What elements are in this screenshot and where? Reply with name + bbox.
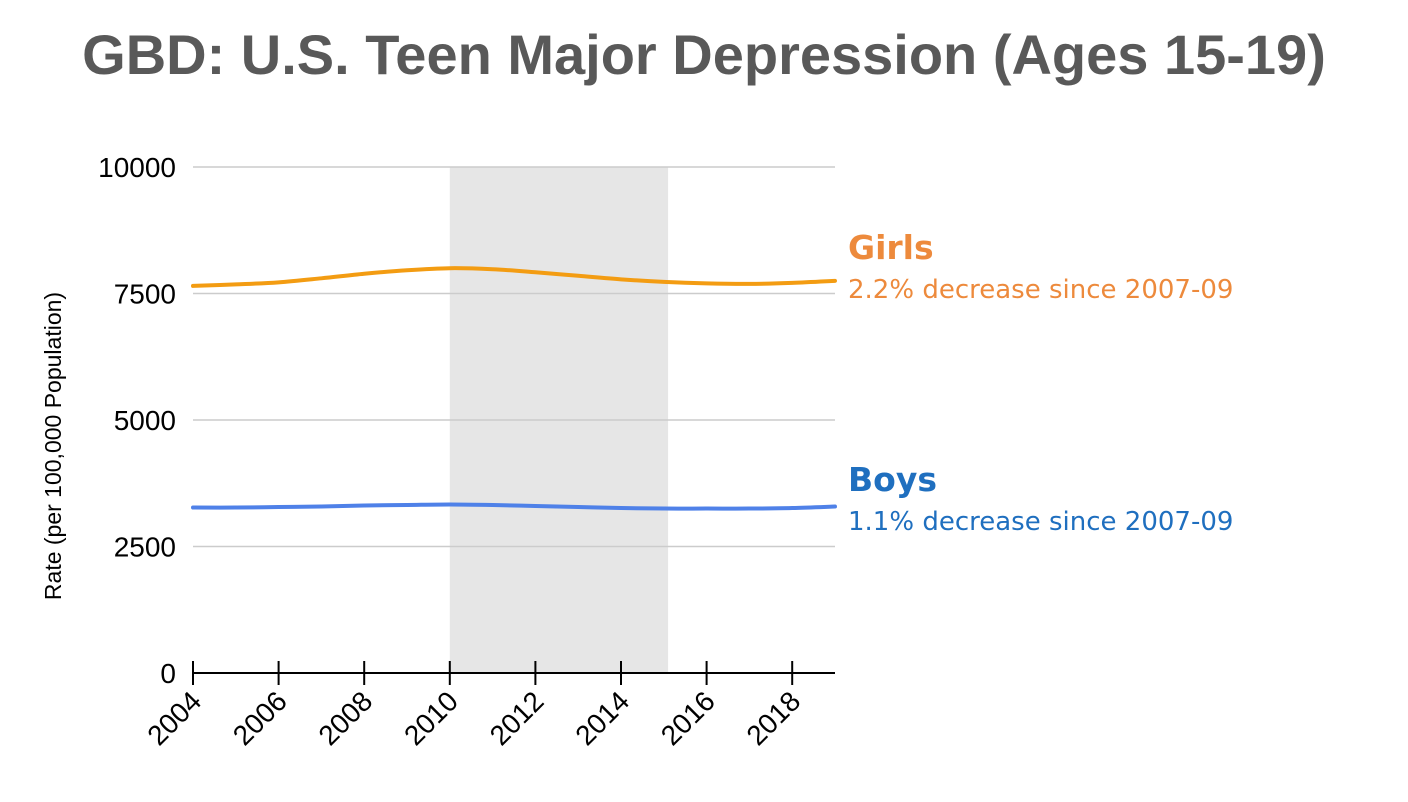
y-tick-label: 7500 [114,279,176,310]
x-tick-label: 2014 [569,685,635,751]
grid-layer: 0 2500 5000 7500 10000 [98,152,835,689]
x-tick-label: 2006 [227,685,293,751]
y-tick-label: 0 [160,658,176,689]
y-tick-label: 10000 [98,152,176,183]
y-tick-label: 2500 [114,532,176,563]
boys-annotation: Boys 1.1% decrease since 2007-09 [848,460,1233,537]
girls-annotation: Girls 2.2% decrease since 2007-09 [848,228,1233,305]
x-tick-label: 2010 [398,685,464,751]
x-tick-label: 2016 [655,685,721,751]
x-tick-label: 2008 [312,685,378,751]
series-layer [191,266,837,511]
series-line-boys [191,502,837,511]
y-axis-label: Rate (per 100,000 Population) [40,292,66,600]
axis-layer: 2004 2006 2008 2010 2012 2014 2016 2018 [141,661,835,751]
chart-title: GBD: U.S. Teen Major Depression (Ages 15… [82,23,1326,86]
x-tick-label: 2018 [740,685,806,751]
boys-change-note: 1.1% decrease since 2007-09 [848,507,1234,537]
girls-change-note: 2.2% decrease since 2007-09 [848,275,1234,305]
x-tick-label: 2004 [141,685,207,751]
girls-series-label: Girls [848,228,934,267]
boys-series-label: Boys [848,460,937,499]
series-line-girls [191,266,837,288]
y-tick-label: 5000 [114,405,176,436]
x-tick-label: 2012 [484,685,550,751]
